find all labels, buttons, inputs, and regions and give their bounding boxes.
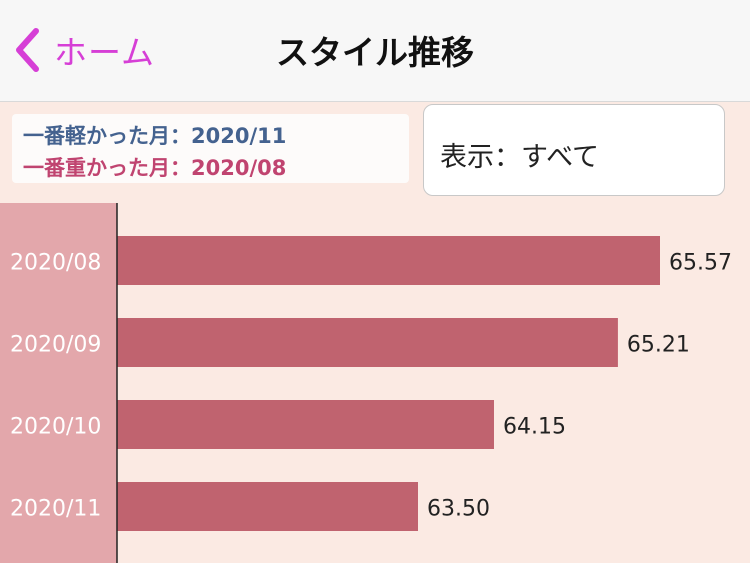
display-filter-label: 表示：すべて xyxy=(440,142,600,173)
category-label: 2020/08 xyxy=(10,251,101,276)
display-filter-button[interactable]: 表示：すべて xyxy=(423,104,725,196)
value-label: 65.57 xyxy=(669,251,732,276)
category-label: 2020/09 xyxy=(10,333,101,358)
back-button-label: ホーム xyxy=(54,33,156,72)
category-axis-band xyxy=(0,203,117,563)
lightest-month-text: 一番軽かった月：2020/11 xyxy=(23,124,287,148)
bar-2020/09 xyxy=(117,318,618,367)
bar-chart-svg: 2020/08 65.57 2020/09 65.21 2020/10 64.15 2020… xyxy=(0,203,732,563)
value-label: 64.15 xyxy=(503,415,566,440)
bar-2020/08 xyxy=(117,236,660,285)
value-label: 65.21 xyxy=(627,333,690,358)
category-label: 2020/11 xyxy=(10,497,101,522)
bar-2020/11 xyxy=(117,482,418,531)
heaviest-month-text: 一番重かった月：2020/08 xyxy=(23,156,287,180)
navigation-bar: ホーム スタイル推移 xyxy=(0,0,750,102)
category-label: 2020/10 xyxy=(10,415,101,440)
value-label: 63.50 xyxy=(427,497,490,522)
back-button[interactable]: ホーム xyxy=(14,24,155,76)
chevron-left-icon xyxy=(16,28,39,72)
bar-chart: 2020/08 65.57 2020/09 65.21 2020/10 64.15 2020… xyxy=(0,203,750,563)
summary-box: 一番軽かった月：2020/11 一番重かった月：2020/08 xyxy=(12,114,409,183)
bar-2020/10 xyxy=(117,400,494,449)
